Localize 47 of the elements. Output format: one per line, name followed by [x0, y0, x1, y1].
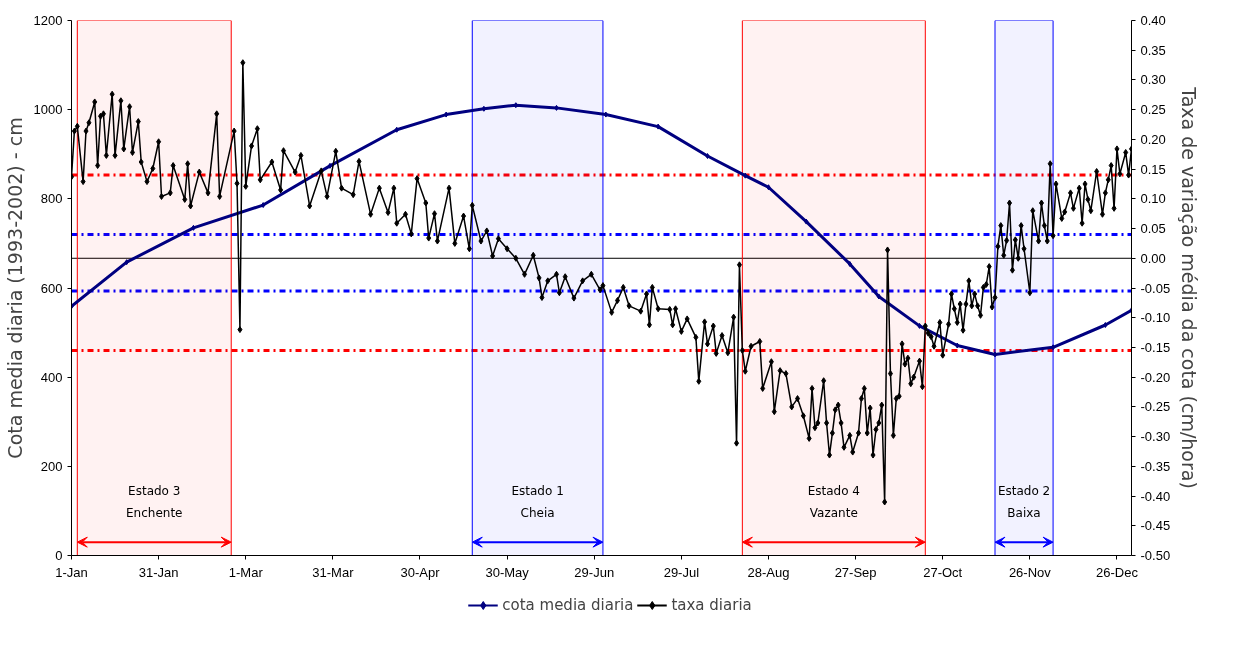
y2-tick-label: -0.45: [1140, 518, 1171, 534]
legend-label: cota media diaria: [502, 595, 634, 614]
x-tick-label: 31-Mar: [312, 564, 355, 580]
y2-tick-label: -0.30: [1140, 429, 1171, 445]
y2-tick-label: -0.40: [1140, 488, 1171, 504]
y2-tick-label: -0.35: [1140, 458, 1171, 474]
y2-tick-label: -0.25: [1140, 399, 1171, 415]
legend-label: taxa diaria: [671, 595, 752, 614]
y2-tick-label: -0.50: [1140, 548, 1171, 563]
y-tick-label: 0: [55, 548, 63, 563]
y2-tick-label: -0.10: [1140, 310, 1171, 326]
y-tick-label: 1200: [33, 13, 63, 28]
band-label: Estado 3 Enchente: [126, 483, 183, 521]
x-tick-label: 1-Mar: [228, 564, 264, 580]
band-label: Estado 1 Cheia: [511, 483, 564, 521]
y2-tick-label: 0.00: [1140, 250, 1166, 266]
y2-tick-label: 0.25: [1140, 102, 1166, 118]
y2-tick-label: 0.05: [1140, 221, 1166, 237]
y-tick-label: 1000: [33, 102, 63, 118]
y-tick-label: 800: [40, 191, 63, 207]
y-tick-label: 400: [40, 369, 63, 385]
x-tick-label: 26-Dec: [1096, 564, 1139, 580]
band-label: Estado 2 Baixa: [997, 483, 1051, 521]
y2-tick-label: 0.20: [1140, 131, 1166, 147]
x-tick-label: 27-Sep: [834, 564, 877, 580]
y2-tick-label: -0.15: [1140, 339, 1171, 355]
y2-tick-label: 0.30: [1140, 72, 1166, 88]
x-tick-label: 29-Jul: [663, 564, 700, 580]
y-tick-label: 200: [40, 458, 63, 474]
x-tick-label: 1-Jan: [55, 564, 88, 580]
x-tick-label: 29-Jun: [574, 564, 615, 580]
y2-tick-label: 0.10: [1140, 191, 1166, 207]
band-label: Estado 4 Vazante: [807, 483, 860, 521]
y2-tick-label: 0.15: [1140, 161, 1166, 177]
x-tick-label: 31-Jan: [138, 564, 179, 580]
y-axis-title: Cota media diaria (1993-2002) - cm: [3, 117, 26, 459]
y2-tick-label: -0.20: [1140, 369, 1171, 385]
x-tick-label: 30-Apr: [400, 564, 441, 580]
x-tick-label: 26-Nov: [1008, 564, 1052, 580]
y2-tick-label: -0.05: [1140, 280, 1171, 296]
x-tick-label: 27-Oct: [923, 564, 963, 580]
y2-axis-title: Taxa de variação média da cota (cm/hora): [1178, 86, 1201, 489]
y2-tick-label: 0.35: [1140, 42, 1166, 58]
y2-tick-label: 0.40: [1140, 13, 1166, 28]
y-tick-label: 600: [40, 280, 63, 296]
x-tick-label: 28-Aug: [747, 564, 790, 580]
x-tick-label: 30-May: [485, 564, 530, 580]
